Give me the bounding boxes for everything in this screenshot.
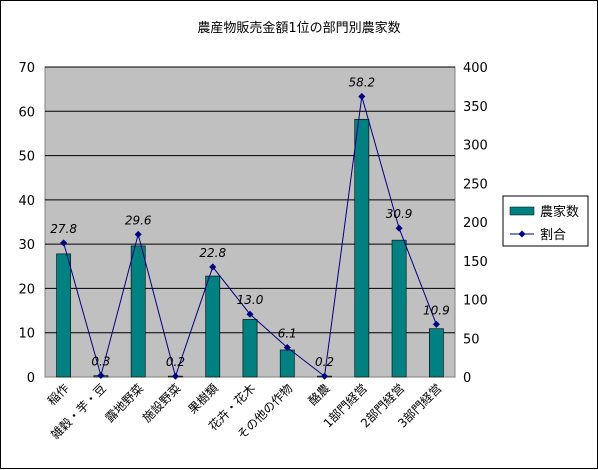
legend-bar-swatch: [509, 206, 535, 216]
left-tick-label: 0: [27, 371, 35, 386]
left-tick-label: 10: [18, 327, 35, 342]
legend-line-marker: [518, 230, 526, 238]
data-label: 13.0: [237, 293, 264, 307]
line-point: [395, 224, 403, 232]
line-point: [432, 320, 440, 328]
data-label: 6.1: [278, 327, 297, 341]
gridlines: [45, 66, 455, 334]
legend-line-label: 割合: [540, 227, 566, 243]
x-tick-label: 露地野菜: [102, 381, 146, 425]
bar: [428, 328, 444, 378]
bar: [205, 275, 221, 378]
data-label: 30.9: [386, 207, 413, 221]
data-label: 0.2: [315, 355, 334, 369]
x-tick-label: 果樹類: [185, 381, 220, 416]
left-tick-label: 30: [18, 238, 35, 253]
left-tick-label: 70: [18, 61, 35, 76]
bar: [56, 253, 72, 378]
x-tick-label: 酪農: [305, 381, 333, 409]
line-point: [209, 263, 217, 271]
left-axis: 0 10 20 30 40 50 60 70: [18, 61, 35, 386]
line-point: [321, 372, 329, 380]
right-tick-label: 350: [463, 100, 488, 115]
line-series: [60, 92, 440, 380]
bar: [130, 245, 146, 378]
data-label: 0.3: [91, 354, 110, 368]
right-tick-label: 400: [463, 61, 488, 76]
line-point: [283, 344, 291, 352]
data-label: 58.2: [348, 75, 375, 89]
bar: [391, 239, 407, 378]
data-label: 0.2: [166, 355, 185, 369]
legend-box: [502, 195, 589, 247]
right-tick-label: 0: [463, 371, 471, 386]
left-tick-label: 20: [18, 282, 35, 297]
left-tick-label: 40: [18, 194, 35, 209]
data-labels: 27.8 0.3 29.6 0.2 22.8 13.0 6.1 0.2 58.2 30.9 10.9: [50, 75, 449, 369]
data-label: 29.6: [125, 213, 152, 227]
left-tick-label: 60: [18, 105, 35, 120]
right-tick-label: 100: [463, 294, 488, 309]
data-label: 10.9: [423, 303, 450, 317]
x-tick-label: 稲作: [45, 381, 72, 408]
data-label: 22.8: [199, 246, 226, 260]
bar: [354, 118, 370, 378]
chart-title: 農産物販売金額1位の部門別農家数: [197, 20, 400, 36]
right-axis: 0 50 100 150 200 250 300 350 400: [463, 61, 488, 386]
right-tick-label: 300: [463, 139, 488, 154]
legend-bar-label: 農家数: [540, 204, 579, 220]
x-tick-label: 施設野菜: [139, 381, 184, 426]
bar: [242, 319, 258, 378]
data-label: 27.8: [50, 222, 77, 236]
line-point: [171, 372, 179, 380]
right-tick-label: 200: [463, 216, 488, 231]
bar: [279, 349, 295, 378]
line-point: [246, 310, 254, 318]
left-tick-label: 50: [18, 150, 35, 165]
bar-series: [56, 118, 444, 378]
line-point: [97, 371, 105, 379]
line-point: [358, 92, 366, 100]
line-point: [60, 239, 68, 247]
legend: 農家数 割合: [502, 195, 589, 247]
right-tick-label: 150: [463, 255, 488, 270]
right-tick-label: 250: [463, 177, 488, 192]
right-tick-label: 50: [463, 332, 480, 347]
line-point: [134, 230, 142, 238]
